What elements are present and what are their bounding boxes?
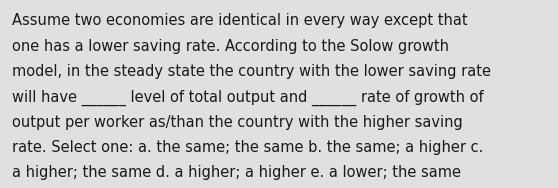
Text: model, in the steady state the country with the lower saving rate: model, in the steady state the country w… [12,64,491,79]
Text: will have ______ level of total output and ______ rate of growth of: will have ______ level of total output a… [12,89,484,105]
Text: output per worker as/than the country with the higher saving: output per worker as/than the country wi… [12,115,463,130]
Text: a higher; the same d. a higher; a higher e. a lower; the same: a higher; the same d. a higher; a higher… [12,165,461,180]
Text: rate. Select one: a. the same; the same b. the same; a higher c.: rate. Select one: a. the same; the same … [12,140,484,155]
Text: Assume two economies are identical in every way except that: Assume two economies are identical in ev… [12,13,468,28]
Text: one has a lower saving rate. According to the Solow growth: one has a lower saving rate. According t… [12,39,449,54]
